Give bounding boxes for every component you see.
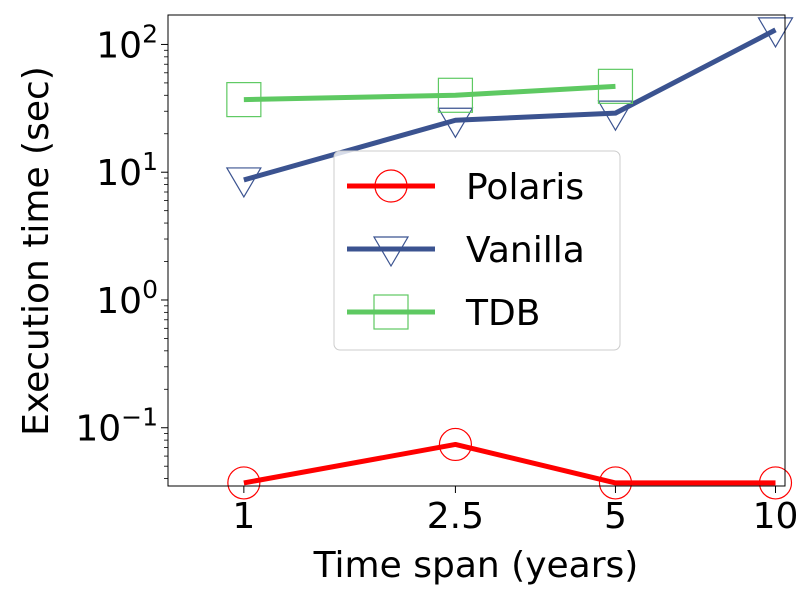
marker-vanilla: [757, 17, 794, 49]
marker-tdb: [226, 82, 262, 118]
marker-tdb: [437, 77, 474, 113]
legend-marker-tdb: [373, 294, 409, 330]
series-line-tdb: [243, 83, 616, 103]
legend: Polaris Vanilla TDB: [333, 150, 621, 351]
marker-vanilla: [437, 107, 474, 139]
legend-label-tdb: TDB: [465, 293, 540, 334]
y-tick-label: 102: [96, 19, 158, 66]
x-tick-label: 10: [753, 496, 799, 537]
marker-vanilla: [225, 167, 262, 199]
y-axis-label: Execution time (sec): [16, 66, 57, 436]
y-tick-label: 10−1: [75, 403, 158, 450]
series-line-polaris: [243, 441, 776, 486]
x-axis: 1 2.5 5 10: [232, 486, 798, 537]
legend-marker-polaris: [374, 169, 408, 203]
marker-polaris: [758, 466, 793, 500]
marker-polaris: [598, 466, 633, 500]
x-axis-label: Time span (years): [313, 545, 639, 586]
x-tick-label: 2.5: [427, 496, 484, 537]
series-line-vanilla: [243, 27, 777, 183]
x-tick-label: 5: [604, 496, 627, 537]
y-axis: 10−1 100 101 102: [75, 19, 168, 479]
y-tick-label: 101: [96, 147, 158, 194]
marker-tdb: [597, 68, 634, 104]
x-tick-label: 1: [232, 496, 255, 537]
legend-frame: [333, 150, 621, 351]
marker-polaris: [227, 466, 261, 500]
marker-vanilla: [597, 100, 634, 132]
legend-label-vanilla: Vanilla: [466, 230, 585, 271]
marker-polaris: [438, 427, 473, 462]
legend-label-polaris: Polaris: [466, 167, 584, 208]
plot-frame: [167, 14, 786, 487]
legend-marker-vanilla: [372, 236, 410, 268]
series-layer: [225, 17, 794, 500]
y-tick-label: 100: [96, 275, 158, 322]
